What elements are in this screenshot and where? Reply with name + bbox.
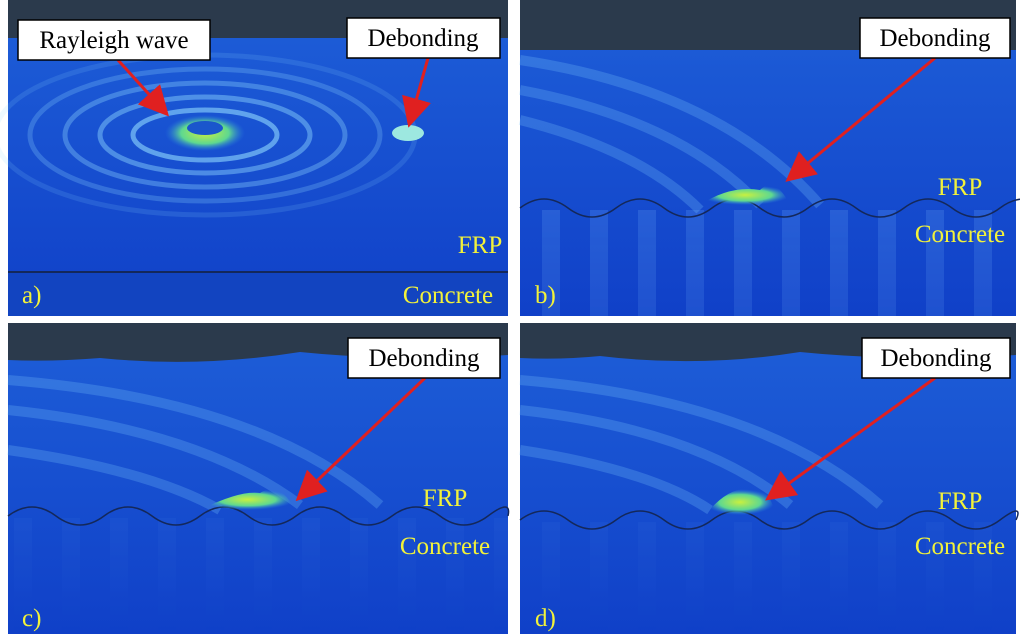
layer-label: FRP [458,232,502,259]
layer-label: Concrete [915,221,1005,248]
figure: Rayleigh wave Debonding Debonding Debond… [0,0,1020,634]
callout: Debonding [367,25,479,52]
callout: Debonding [879,25,991,52]
callout: Debonding [368,345,480,372]
panel-label: c) [22,605,41,632]
layer-label: Concrete [915,533,1005,560]
layer-label: Concrete [400,533,490,560]
panel-label: d) [535,605,556,632]
layer-label: FRP [423,485,467,512]
callout: Debonding [880,345,992,372]
panel-label: b) [535,282,556,309]
panel-label: a) [22,282,41,309]
layer-label: FRP [938,488,982,515]
layer-label: FRP [938,174,982,201]
callout: Rayleigh wave [39,27,188,54]
layer-label: Concrete [403,282,493,309]
